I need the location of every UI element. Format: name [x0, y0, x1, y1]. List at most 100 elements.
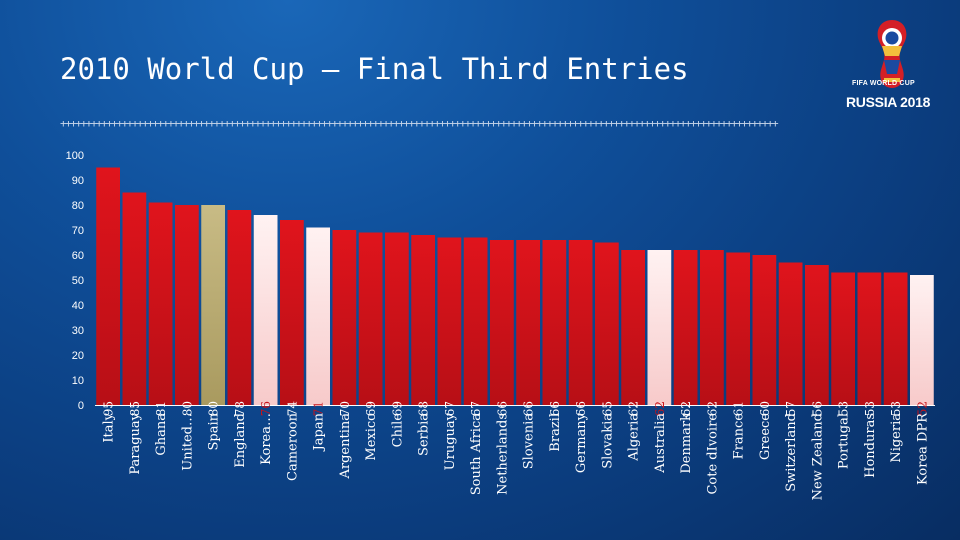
y-tick-label: 0 — [78, 400, 84, 412]
data-label: 66 — [495, 401, 509, 416]
y-tick-label: 60 — [72, 250, 84, 262]
category-label: Germany — [574, 412, 589, 473]
slide-title: 2010 World Cup – Final Third Entries — [60, 52, 689, 86]
y-tick-label: 20 — [72, 350, 84, 362]
category-label: Slovenia — [522, 413, 537, 469]
bar — [306, 227, 330, 405]
bar — [358, 232, 383, 405]
data-label: 53 — [837, 401, 851, 416]
world-cup-logo-icon — [877, 20, 907, 88]
bar — [122, 192, 147, 405]
category-label: Chile — [390, 413, 405, 448]
y-tick-label: 80 — [72, 200, 84, 212]
data-label: 53 — [863, 401, 877, 416]
data-label: 71 — [312, 401, 326, 416]
category-label: New Zealand — [810, 413, 825, 500]
bar — [516, 240, 540, 405]
data-label: 95 — [102, 401, 116, 416]
bar — [227, 210, 252, 405]
category-label: Argentina — [338, 413, 353, 480]
y-tick-label: 30 — [72, 325, 84, 337]
data-label: 62 — [627, 401, 641, 416]
data-label: 80 — [207, 401, 221, 416]
category-label: Spain — [207, 412, 222, 450]
data-label: 62 — [653, 401, 667, 416]
data-label: 57 — [784, 401, 798, 416]
category-label: Switzerland — [784, 413, 799, 492]
bar — [201, 205, 225, 405]
bar — [437, 237, 462, 405]
data-label: 80 — [180, 401, 194, 416]
bar — [542, 240, 567, 405]
category-label: Honduras — [863, 413, 878, 478]
data-label: 66 — [522, 401, 536, 416]
data-label: 66 — [574, 401, 588, 416]
data-label: 69 — [390, 401, 404, 416]
category-label: Mexico — [364, 413, 379, 461]
data-label: 65 — [600, 401, 614, 416]
category-label: England — [233, 413, 248, 468]
bar — [883, 272, 908, 405]
category-label: Cote dIvoire — [705, 413, 720, 495]
bar — [857, 272, 882, 405]
bar — [175, 205, 199, 405]
category-label: Brazil — [548, 413, 563, 452]
data-label: 62 — [705, 401, 719, 416]
bar — [831, 272, 855, 405]
data-label: 69 — [364, 401, 378, 416]
logo-caption-large: RUSSIA 2018 — [846, 94, 931, 110]
y-tick-label: 100 — [66, 150, 84, 162]
category-label: South Africa — [469, 413, 484, 495]
bar — [96, 167, 120, 405]
category-label: Serbia — [417, 413, 432, 456]
y-tick-label: 70 — [72, 225, 84, 237]
bar — [280, 220, 304, 405]
y-tick-label: 50 — [72, 275, 84, 287]
data-label: 74 — [285, 401, 299, 417]
bar — [253, 215, 278, 405]
category-label: Slovakia — [600, 413, 615, 469]
category-label: Korea… — [259, 413, 274, 465]
data-label: 52 — [915, 401, 929, 416]
category-label: Italy — [102, 412, 117, 442]
bar — [673, 250, 698, 405]
bar — [778, 262, 803, 405]
bar — [752, 255, 777, 405]
data-label: 81 — [154, 401, 168, 416]
data-label: 53 — [889, 401, 903, 416]
category-label: Algeria — [627, 413, 642, 462]
category-label: Korea DPR — [915, 412, 930, 485]
bar — [385, 232, 409, 405]
logo-caption-small: FIFA WORLD CUP — [852, 80, 915, 87]
data-label: 66 — [548, 401, 562, 416]
category-label: Japan — [312, 412, 327, 452]
category-label: Ghana — [154, 413, 169, 456]
bar — [647, 250, 672, 405]
category-label: United… — [180, 413, 195, 471]
category-label: France — [732, 413, 747, 460]
data-label: 70 — [338, 401, 352, 416]
data-label: 76 — [259, 401, 273, 416]
bar — [910, 275, 934, 405]
bar — [568, 240, 593, 405]
bar — [411, 235, 435, 405]
data-label: 56 — [810, 401, 824, 416]
data-label: 61 — [732, 401, 746, 416]
y-tick-label: 10 — [72, 375, 84, 387]
data-label: 62 — [679, 401, 693, 416]
category-label: Cameroon — [285, 412, 300, 481]
y-tick-label: 90 — [72, 175, 84, 187]
category-label: Denmark — [679, 413, 694, 474]
bar — [148, 202, 173, 405]
bar — [595, 242, 619, 405]
bar — [700, 250, 724, 405]
data-label: 67 — [443, 401, 457, 416]
data-label: 67 — [469, 401, 483, 416]
category-label: Uruguay — [443, 412, 458, 470]
data-label: 60 — [758, 401, 772, 416]
bar — [805, 265, 829, 405]
bar — [332, 230, 357, 405]
bar — [621, 250, 645, 405]
bar — [463, 237, 488, 405]
